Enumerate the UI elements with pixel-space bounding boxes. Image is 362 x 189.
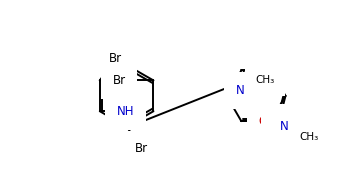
- Text: O: O: [258, 115, 268, 128]
- Text: NH: NH: [117, 105, 134, 118]
- Text: Br: Br: [109, 52, 122, 65]
- Text: N: N: [236, 84, 245, 97]
- Text: O: O: [273, 116, 282, 129]
- Text: Br: Br: [135, 143, 148, 156]
- Text: CH₃: CH₃: [299, 132, 319, 142]
- Text: Br: Br: [113, 74, 126, 87]
- Text: CH₃: CH₃: [255, 75, 274, 85]
- Text: N: N: [280, 120, 289, 133]
